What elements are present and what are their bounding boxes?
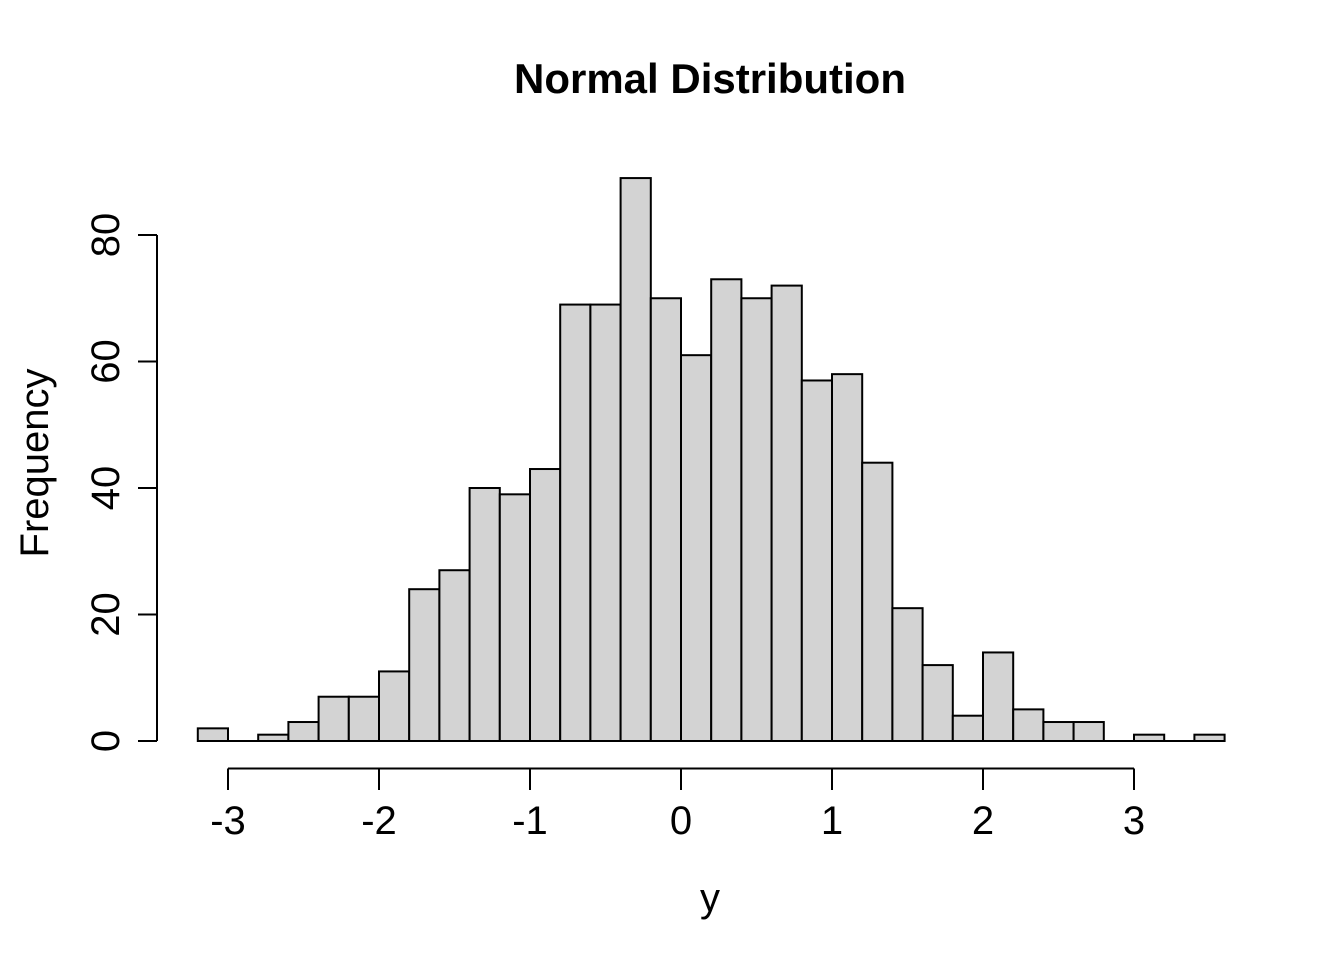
histogram-bars: [196, 177, 1226, 743]
histogram-bar: [468, 487, 501, 742]
histogram-bar: [589, 303, 622, 742]
histogram-bar: [1072, 721, 1105, 743]
y-axis-label: Frequency: [13, 369, 57, 558]
histogram-bar: [891, 607, 924, 742]
histogram-bar: [800, 379, 833, 742]
histogram-bar: [740, 297, 773, 742]
chart-title: Normal Distribution: [514, 55, 906, 102]
histogram-bar: [1042, 721, 1075, 743]
histogram-bar: [861, 461, 894, 742]
y-tick-label: 20: [84, 592, 128, 637]
histogram-bar: [257, 733, 290, 742]
histogram-bar: [619, 177, 652, 742]
histogram-bar: [680, 354, 713, 742]
histogram-bar: [498, 493, 531, 743]
x-tick-label: 0: [670, 799, 692, 843]
y-tick-label: 0: [84, 730, 128, 752]
histogram-bar: [1012, 708, 1045, 742]
histogram-bar: [831, 373, 864, 742]
histogram-bar: [770, 284, 803, 742]
y-tick-label: 40: [84, 466, 128, 511]
histogram-bar: [921, 664, 954, 742]
x-tick-label: 2: [972, 799, 994, 843]
x-tick-label: -2: [361, 799, 397, 843]
x-tick-label: 1: [821, 799, 843, 843]
histogram-bar: [529, 468, 562, 742]
x-axis: -3 -2 -1 0 1 2 3: [210, 767, 1145, 843]
x-tick-label: 3: [1123, 799, 1145, 843]
histogram-bar: [1193, 733, 1226, 742]
histogram-bar: [559, 303, 592, 742]
x-tick-label: -3: [210, 799, 246, 843]
histogram-bar: [438, 569, 471, 742]
histogram-bar: [710, 278, 743, 742]
histogram-bar: [287, 721, 320, 743]
x-axis-label: y: [700, 876, 720, 920]
y-tick-label: 80: [84, 213, 128, 258]
y-axis: 0 20 40 60 80: [84, 213, 158, 752]
histogram-bar: [196, 727, 230, 742]
y-tick-label: 60: [84, 339, 128, 384]
histogram-bar: [951, 714, 984, 743]
x-tick-label: -1: [512, 799, 548, 843]
histogram-bar: [317, 695, 350, 742]
histogram-bar: [1133, 733, 1166, 742]
histogram-bar: [408, 588, 441, 743]
histogram-bar: [649, 297, 682, 742]
histogram-bar: [347, 695, 380, 742]
histogram-bar: [982, 651, 1015, 743]
histogram-bar: [378, 670, 411, 742]
